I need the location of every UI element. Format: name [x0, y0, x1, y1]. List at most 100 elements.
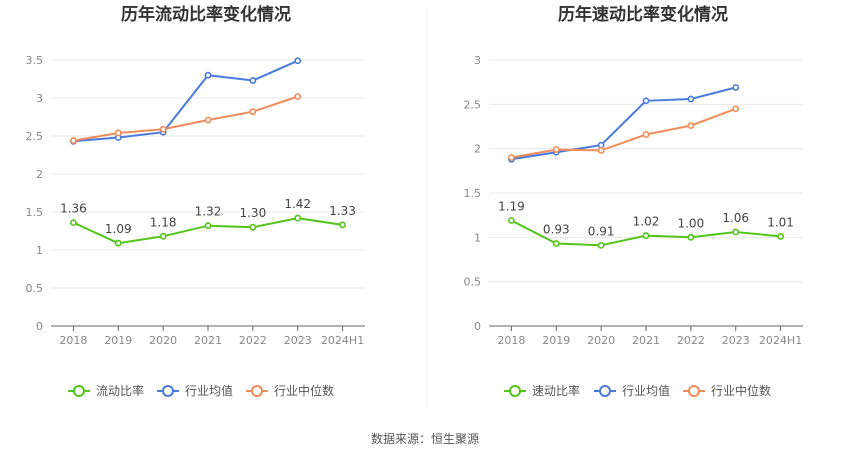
- legend-marker: [688, 385, 700, 397]
- chart-title: 历年流动比率变化情况: [121, 4, 291, 25]
- y-tick-label: 2.5: [464, 98, 482, 111]
- legend-marker: [73, 385, 85, 397]
- data-point: [687, 233, 695, 241]
- data-point: [159, 232, 167, 240]
- y-tick-label: 0.5: [464, 276, 482, 289]
- data-point: [70, 219, 77, 227]
- data-label: 1.18: [150, 215, 177, 229]
- data-point: [508, 217, 515, 224]
- data-point: [294, 93, 302, 100]
- y-tick-label: 3.5: [26, 54, 44, 67]
- data-point: [642, 131, 650, 138]
- legend-label: 速动比率: [532, 383, 580, 398]
- data-point: [597, 141, 605, 149]
- series-line: [511, 86, 736, 161]
- data-point: [508, 154, 515, 161]
- y-tick-label: 3: [36, 92, 43, 105]
- data-point: [249, 108, 257, 116]
- data-point: [732, 105, 740, 113]
- x-tick-label: 2022: [677, 334, 705, 347]
- data-point: [70, 137, 77, 144]
- legend-label: 行业均值: [622, 383, 670, 398]
- legend-label: 行业中位数: [274, 383, 334, 398]
- data-label: 1.02: [633, 215, 660, 229]
- y-tick-label: 1.5: [464, 187, 482, 200]
- data-point: [204, 71, 212, 79]
- x-tick-label: 2018: [59, 334, 87, 347]
- data-point: [687, 95, 695, 103]
- legend-label: 行业均值: [185, 383, 233, 398]
- y-tick-label: 0: [474, 320, 481, 333]
- chart-panel-2: 历年速动比率变化情况 0 0.5 1 1.5 2 2.5 3 2018 2019 2020 2021 2…: [464, 4, 803, 398]
- data-point: [204, 222, 212, 230]
- data-label: 1.42: [284, 197, 311, 211]
- y-tick-label: 0.5: [26, 282, 44, 295]
- data-label: 1.09: [105, 222, 132, 236]
- data-point: [732, 84, 740, 91]
- x-tick-label: 2021: [194, 334, 222, 347]
- x-tick-label: 2020: [149, 334, 177, 347]
- x-tick-label: 2021: [632, 334, 660, 347]
- data-label: 1.30: [239, 206, 266, 220]
- data-point: [687, 122, 695, 130]
- data-point: [597, 147, 605, 154]
- data-point: [159, 125, 167, 133]
- data-point: [249, 223, 257, 231]
- legend-label: 行业中位数: [711, 383, 771, 398]
- data-point: [339, 221, 346, 229]
- y-tick-label: 0: [36, 320, 43, 333]
- data-source-note: 数据来源：恒生聚源: [370, 432, 479, 446]
- data-label: 1.00: [677, 216, 704, 230]
- chart-title: 历年速动比率变化情况: [558, 4, 728, 25]
- x-tick-label: 2022: [239, 334, 267, 347]
- data-point: [204, 116, 212, 124]
- x-tick-label: 2019: [542, 334, 570, 347]
- x-tick-label: 2019: [104, 334, 132, 347]
- series-line: [511, 107, 737, 159]
- data-label: 1.33: [329, 204, 356, 218]
- legend-marker: [251, 385, 263, 397]
- data-point: [294, 57, 302, 65]
- data-point: [642, 97, 650, 105]
- data-label: 0.91: [588, 224, 615, 238]
- data-label: 1.32: [195, 205, 222, 219]
- data-label: 1.19: [498, 199, 525, 213]
- legend-marker: [509, 385, 521, 397]
- x-tick-label: 2024H1: [759, 334, 802, 347]
- x-tick-label: 2024H1: [321, 334, 364, 347]
- chart-panel-1: 历年流动比率变化情况 0 0.5 1 1.5 2 2.5 3 3.5 2018 2019 2020 20…: [26, 4, 365, 398]
- legend-item: 行业中位数: [246, 383, 334, 398]
- data-point: [249, 77, 257, 84]
- data-point: [552, 146, 560, 153]
- series-line: [73, 59, 299, 143]
- y-tick-label: 1.5: [26, 206, 44, 219]
- data-point: [777, 233, 784, 240]
- x-tick-label: 2020: [587, 334, 615, 347]
- series-line: [73, 95, 299, 142]
- legend-item: 行业均值: [594, 383, 670, 398]
- legend-item: 行业中位数: [683, 383, 771, 398]
- x-tick-label: 2018: [497, 334, 525, 347]
- x-tick-label: 2023: [284, 334, 312, 347]
- data-point: [114, 239, 122, 247]
- y-tick-label: 3: [474, 54, 481, 67]
- data-label: 1.36: [60, 202, 87, 216]
- data-point: [642, 232, 650, 239]
- legend-item: 速动比率: [504, 383, 580, 398]
- x-tick-label: 2023: [722, 334, 750, 347]
- y-tick-label: 1: [36, 244, 43, 257]
- data-point: [114, 129, 122, 137]
- legend-item: 行业均值: [157, 383, 233, 398]
- y-tick-label: 2.5: [26, 130, 44, 143]
- y-tick-label: 2: [474, 143, 481, 156]
- legend-marker: [162, 385, 174, 397]
- legend-item: 流动比率: [68, 383, 144, 398]
- legend-label: 流动比率: [96, 383, 144, 398]
- y-tick-label: 2: [36, 168, 43, 181]
- data-label: 1.06: [722, 211, 749, 225]
- data-point: [552, 240, 560, 247]
- data-label: 1.01: [767, 215, 794, 229]
- y-tick-label: 1: [474, 231, 481, 244]
- data-label: 0.93: [543, 223, 570, 237]
